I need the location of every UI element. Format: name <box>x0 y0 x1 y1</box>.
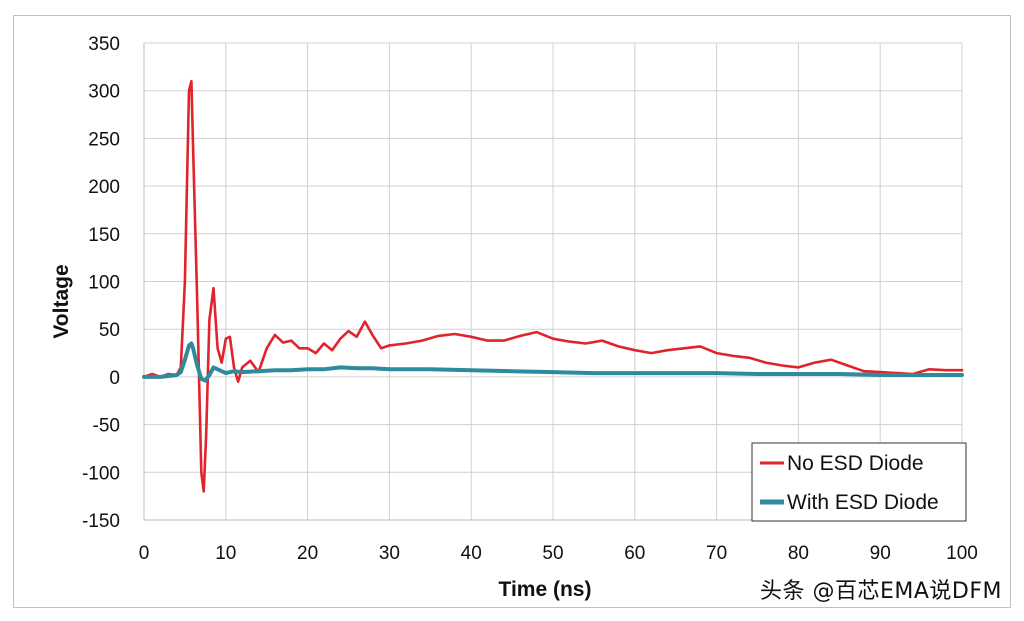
y-tick-label: -50 <box>93 416 120 437</box>
legend-box <box>751 442 967 522</box>
x-tick-label: 70 <box>706 543 727 564</box>
x-tick-label: 10 <box>215 543 236 564</box>
x-tick-label: 0 <box>139 543 150 564</box>
x-tick-label: 100 <box>946 543 978 564</box>
series-line-no-esd-diode <box>142 79 964 493</box>
x-tick-label: 80 <box>788 543 809 564</box>
x-tick-label: 20 <box>297 543 318 564</box>
y-tick-label: 300 <box>88 82 120 103</box>
y-tick-label: -150 <box>82 511 120 532</box>
y-tick-label: 250 <box>88 129 120 150</box>
y-axis-title: Voltage <box>50 264 73 338</box>
y-tick-label: -100 <box>82 463 120 484</box>
series-line-with-esd-diode <box>142 341 964 383</box>
x-tick-label: 60 <box>624 543 645 564</box>
y-tick-label: 100 <box>88 273 120 294</box>
y-tick-label: 50 <box>99 320 120 341</box>
y-tick-label: 200 <box>88 177 120 198</box>
legend-label: No ESD Diode <box>787 452 924 475</box>
x-tick-label: 50 <box>542 543 563 564</box>
legend-label: With ESD Diode <box>787 491 939 514</box>
x-axis-title: Time (ns) <box>499 578 592 601</box>
x-tick-label: 40 <box>461 543 482 564</box>
x-tick-label: 90 <box>870 543 891 564</box>
y-tick-label: 350 <box>88 34 120 55</box>
y-tick-label: 0 <box>109 368 120 389</box>
x-tick-label: 30 <box>379 543 400 564</box>
watermark-text: 头条 @百芯EMA说DFM <box>759 579 1002 604</box>
y-tick-label: 150 <box>88 225 120 246</box>
